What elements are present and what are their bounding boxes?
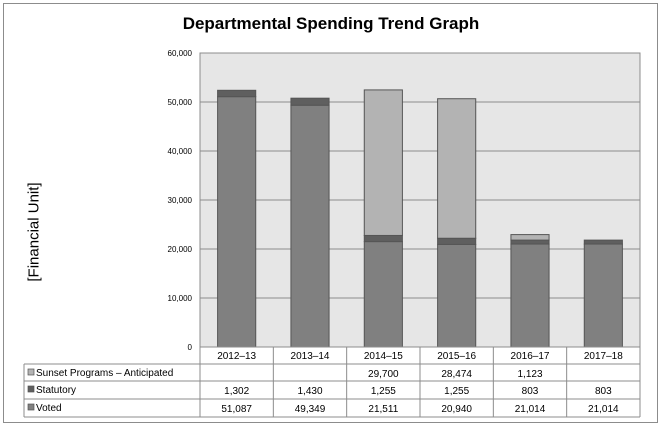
data-label: 51,087	[221, 404, 252, 415]
y-tick-label: 60,000	[168, 49, 193, 58]
data-label: 28,474	[441, 369, 472, 380]
bar-voted	[510, 243, 550, 348]
bar-statutory	[437, 237, 477, 245]
bar-voted	[437, 243, 477, 348]
x-tick-label: 2016–17	[511, 351, 550, 362]
legend-key	[27, 403, 35, 411]
legend-key	[27, 368, 35, 376]
bar-sunset	[510, 234, 550, 241]
data-label: 21,014	[588, 404, 619, 415]
bar-statutory	[583, 239, 623, 245]
x-tick-label: 2017–18	[584, 351, 623, 362]
data-label: 803	[595, 386, 612, 397]
legend-label: Voted	[36, 403, 62, 414]
legend-label: Sunset Programs – Anticipated	[36, 368, 173, 379]
legend-label: Statutory	[36, 385, 76, 396]
data-label: 1,123	[517, 369, 542, 380]
bar-voted	[290, 104, 330, 348]
y-tick-label: 0	[188, 343, 193, 352]
bar-sunset	[437, 98, 477, 239]
bar-voted	[217, 96, 257, 348]
chart-frame	[3, 3, 658, 423]
data-label: 29,700	[368, 369, 399, 380]
data-label: 21,511	[368, 404, 398, 415]
data-label: 1,255	[371, 386, 396, 397]
data-label: 1,430	[297, 386, 322, 397]
data-label: 49,349	[295, 404, 326, 415]
bar-statutory	[290, 97, 330, 106]
x-tick-label: 2014–15	[364, 351, 403, 362]
bar-voted	[363, 241, 403, 348]
y-tick-label: 40,000	[168, 147, 193, 156]
bar-sunset	[363, 89, 403, 236]
y-tick-label: 20,000	[168, 245, 193, 254]
data-label: 21,014	[515, 404, 546, 415]
data-label: 1,302	[224, 386, 249, 397]
chart-title: Departmental Spending Trend Graph	[182, 14, 480, 33]
y-tick-label: 50,000	[168, 98, 193, 107]
bar-statutory	[217, 89, 257, 98]
data-label: 803	[522, 386, 539, 397]
bar-voted	[583, 243, 623, 348]
data-label: 20,940	[441, 404, 472, 415]
x-tick-label: 2013–14	[291, 351, 330, 362]
x-tick-label: 2015–16	[437, 351, 476, 362]
y-tick-label: 10,000	[168, 294, 193, 303]
bar-statutory	[363, 234, 403, 243]
x-tick-label: 2012–13	[217, 351, 256, 362]
bar-statutory	[510, 239, 550, 245]
data-label: 1,255	[444, 386, 469, 397]
legend-key	[27, 385, 35, 393]
y-tick-label: 30,000	[168, 196, 193, 205]
